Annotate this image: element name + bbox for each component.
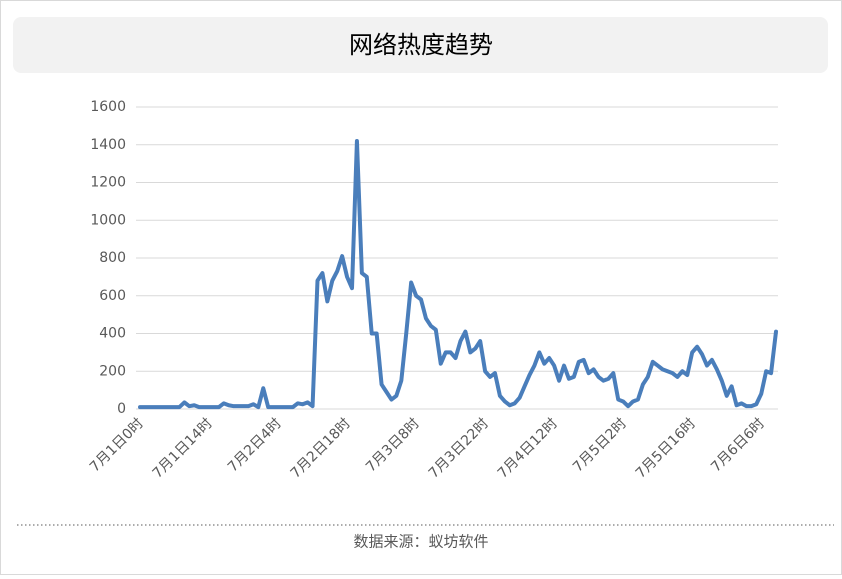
y-tick-label: 1200 [90, 175, 126, 191]
y-tick-label: 200 [99, 363, 126, 379]
source: 数据来源：蚁坊软件 [353, 533, 488, 551]
y-tick-label: 800 [99, 250, 126, 266]
line-series [138, 138, 778, 410]
y-tick-label: 1600 [90, 99, 126, 115]
chart-title: 网络热度趋势 [349, 31, 493, 59]
y-tick-label: 1000 [90, 212, 126, 228]
y-tick-label: 1400 [90, 137, 126, 153]
y-tick-label: 400 [99, 326, 126, 342]
y-tick-label: 0 [117, 401, 126, 417]
y-tick-label: 600 [99, 288, 126, 304]
title-box [13, 17, 828, 73]
